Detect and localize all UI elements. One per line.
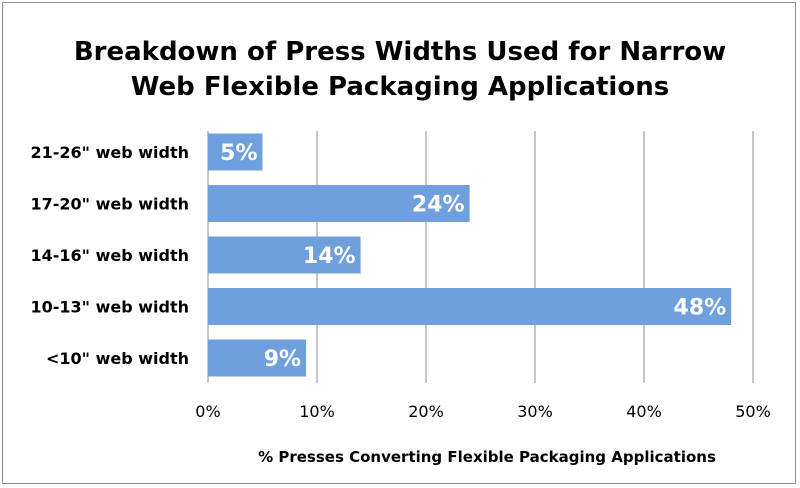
category-label: 21-26" web width (31, 143, 190, 162)
data-label: 48% (674, 296, 727, 321)
x-axis-label: % Presses Converting Flexible Packaging … (258, 448, 716, 466)
x-tick-labels: 0% 10% 20% 30% 40% 50% (195, 402, 770, 421)
data-label: 24% (412, 193, 465, 218)
x-tick-label: 50% (735, 402, 771, 421)
bar (208, 236, 361, 274)
bar (208, 133, 263, 171)
bar (208, 288, 732, 325)
category-label: 17-20" web width (31, 195, 190, 214)
data-label: 9% (264, 347, 301, 372)
category-label: <10" web width (46, 349, 189, 368)
x-tick-label: 10% (299, 402, 335, 421)
x-tick-label: 0% (195, 402, 220, 421)
data-label: 14% (303, 244, 356, 269)
category-label: 10-13" web width (31, 298, 190, 317)
chart-title-line-2: Web Flexible Packaging Applications (131, 72, 669, 102)
x-tick-label: 40% (626, 402, 662, 421)
category-label: 14-16" web width (31, 246, 190, 265)
category-labels: 21-26" web width 17-20" web width 14-16" w… (31, 143, 190, 368)
x-tick-label: 20% (408, 402, 444, 421)
bar (208, 185, 470, 222)
chart-title: Breakdown of Press Widths Used for Narro… (74, 37, 726, 102)
x-tick-label: 30% (517, 402, 553, 421)
bar-chart: Breakdown of Press Widths Used for Narro… (31, 37, 771, 466)
bars: 5% 24% 14% 48% 9% (208, 133, 732, 377)
chart-title-line-1: Breakdown of Press Widths Used for Narro… (74, 37, 726, 67)
data-label: 5% (220, 141, 257, 166)
bar (208, 339, 307, 377)
